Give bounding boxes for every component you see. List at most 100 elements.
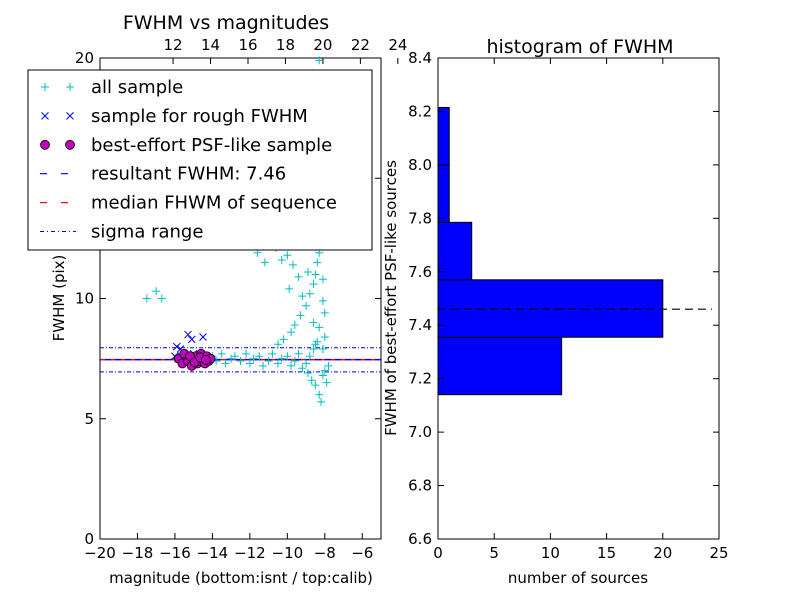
scatter-point <box>302 359 311 368</box>
legend-label: best-effort PSF-like sample <box>91 135 332 156</box>
scatter-point <box>142 294 151 303</box>
scatter-point <box>303 268 312 277</box>
top-tick-label: 24 <box>388 36 407 54</box>
scatter-y-axis-label: FWHM (pix) <box>50 255 68 342</box>
scatter-point <box>221 359 230 368</box>
scatter-point <box>172 342 181 351</box>
x-tick-label: 20 <box>653 544 672 562</box>
x-tick-label: 10 <box>541 544 560 562</box>
scatter-point <box>273 340 282 349</box>
histogram-bar <box>437 164 450 223</box>
scatter-point <box>279 335 288 344</box>
scatter-point <box>318 275 327 284</box>
legend-label: sigma range <box>91 222 203 243</box>
scatter-point <box>309 318 318 327</box>
top-tick-label: 22 <box>351 36 370 54</box>
scatter-point <box>315 323 324 332</box>
scatter-point <box>294 272 303 281</box>
legend-label: resultant FWHM: 7.46 <box>91 164 286 185</box>
scatter-point <box>285 284 294 293</box>
x-tick-label: −12 <box>234 544 266 562</box>
legend-label: all sample <box>91 77 183 98</box>
scatter-point <box>200 354 211 365</box>
scatter-point <box>273 359 282 368</box>
x-tick-label: 25 <box>709 544 728 562</box>
y-tick-label: 5 <box>84 410 94 428</box>
x-tick-label: −18 <box>122 544 154 562</box>
scatter-point <box>317 397 326 406</box>
scatter-point <box>315 390 324 399</box>
legend-label: median FHWM of sequence <box>91 193 337 214</box>
y-tick-label: 0 <box>84 530 94 548</box>
x-tick-label: 15 <box>597 544 616 562</box>
x-tick-label: 0 <box>433 544 443 562</box>
y-tick-label: 8.0 <box>408 156 432 174</box>
legend-label: sample for rough FWHM <box>91 106 308 127</box>
scatter-point <box>307 376 316 385</box>
histogram-bar <box>437 221 473 281</box>
legend-marker <box>66 112 74 120</box>
scatter-point <box>311 340 320 349</box>
legend-entry: median FHWM of sequence <box>40 193 337 214</box>
scatter-point <box>290 320 299 329</box>
legend-entry: sigma range <box>40 222 203 243</box>
scatter-point <box>296 311 305 320</box>
scatter-point <box>184 330 192 339</box>
histogram-panel: 0 5 10 15 20 25 6.6 6.8 7.0 7.2 7.4 7.6 7.8 8.0 8.2 8.4… <box>382 36 729 587</box>
series-best-effort-psf-like-sample <box>173 348 216 371</box>
top-tick-label: 20 <box>313 36 332 54</box>
scatter-point <box>258 361 267 370</box>
x-tick-label: 5 <box>489 544 499 562</box>
histogram-bar <box>437 336 563 396</box>
scatter-point <box>283 251 292 260</box>
scatter-point <box>217 349 226 358</box>
x-tick-label: −6 <box>351 544 373 562</box>
scatter-point <box>199 333 207 341</box>
y-tick-label: 7.8 <box>408 209 432 227</box>
scatter-point <box>294 349 303 358</box>
scatter-point <box>320 308 329 317</box>
scatter-point <box>152 287 161 296</box>
y-tick-label: 8.4 <box>408 49 432 67</box>
legend-marker <box>41 112 49 120</box>
scatter-point <box>264 357 273 366</box>
scatter-point <box>315 56 324 65</box>
legend-marker <box>65 139 75 150</box>
scatter-point <box>245 359 254 368</box>
scatter-point <box>313 258 322 267</box>
y-tick-label: 6.8 <box>408 477 432 495</box>
scatter-point <box>311 381 320 390</box>
legend-marker <box>40 139 50 150</box>
top-tick-label: 18 <box>276 36 295 54</box>
scatter-point <box>318 345 327 354</box>
scatter-point <box>236 357 245 366</box>
y-tick-label: 20 <box>75 49 94 67</box>
scatter-point <box>298 292 307 301</box>
scatter-point <box>318 371 327 380</box>
scatter-point <box>305 352 314 361</box>
scatter-point <box>277 354 286 363</box>
y-tick-label: 7.0 <box>408 423 432 441</box>
histogram-bar <box>437 279 664 338</box>
legend-entry: all sample <box>41 77 183 98</box>
x-tick-label: −16 <box>159 544 191 562</box>
y-tick-label: 8.2 <box>408 102 432 120</box>
scatter-point <box>255 352 264 361</box>
scatter-point <box>311 270 320 279</box>
scatter-point <box>230 352 239 361</box>
scatter-point <box>320 332 329 341</box>
scatter-point <box>157 294 166 303</box>
x-tick-label: −14 <box>197 544 229 562</box>
histogram-title: histogram of FWHM <box>486 36 673 58</box>
scatter-point <box>287 328 296 337</box>
legend-marker <box>41 83 49 91</box>
top-tick-label: 16 <box>238 36 257 54</box>
x-tick-label: −10 <box>272 544 304 562</box>
scatter-point <box>277 256 286 265</box>
scatter-point <box>242 349 251 358</box>
scatter-point <box>320 366 329 375</box>
legend-box <box>27 69 373 251</box>
histogram-x-axis-label: number of sources <box>508 569 648 587</box>
x-tick-label: −20 <box>84 544 116 562</box>
